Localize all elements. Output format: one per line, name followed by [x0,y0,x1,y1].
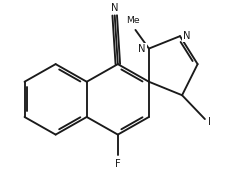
Text: F: F [115,159,121,169]
Text: N: N [138,44,146,54]
Text: Me: Me [126,16,140,25]
Text: N: N [183,31,191,41]
Text: I: I [208,117,211,127]
Text: N: N [111,3,119,13]
